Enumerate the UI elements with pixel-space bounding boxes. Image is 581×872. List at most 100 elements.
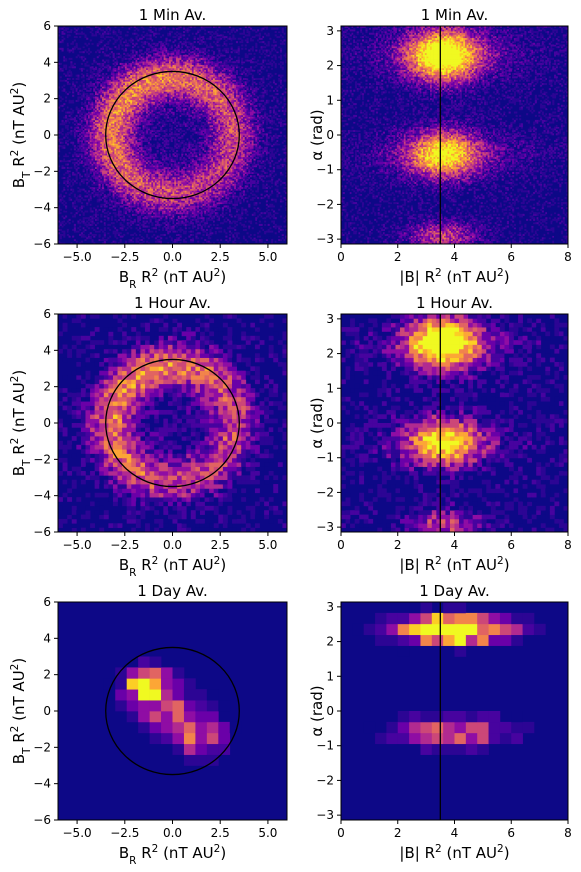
heatmap-cell (139, 109, 142, 112)
heatmap-cell (112, 86, 115, 89)
heatmap-cell (105, 175, 108, 178)
heatmap-cell (75, 163, 78, 166)
heatmap-cell (146, 145, 149, 148)
heatmap-cell (116, 232, 119, 235)
heatmap-cell (75, 158, 78, 161)
heatmap-cell (124, 146, 128, 149)
heatmap-cell (124, 93, 128, 96)
heatmap-cell (126, 207, 129, 210)
heatmap-cell (100, 81, 103, 84)
heatmap-cell (105, 101, 108, 104)
heatmap-cell (123, 123, 126, 126)
heatmap-cell (82, 121, 85, 124)
heatmap-cell (70, 141, 73, 144)
heatmap-cell (131, 148, 135, 151)
heatmap-cell (93, 171, 96, 174)
heatmap-cell (79, 118, 82, 121)
heatmap-cell (91, 42, 94, 45)
heatmap-cell (117, 195, 120, 198)
heatmap-cell (116, 181, 119, 184)
heatmap-cell (89, 233, 92, 236)
heatmap-cell (79, 27, 82, 30)
heatmap-cell (63, 235, 66, 238)
heatmap-cell (75, 44, 78, 47)
heatmap-cell (140, 197, 143, 200)
heatmap-cell (119, 126, 122, 129)
heatmap-cell (100, 161, 103, 164)
heatmap-cell (119, 41, 122, 44)
heatmap-cell (109, 180, 112, 183)
heatmap-cell (100, 193, 103, 196)
heatmap-cell (65, 114, 68, 117)
heatmap-cell (59, 195, 62, 198)
heatmap-cell (135, 192, 138, 195)
heatmap-cell (94, 116, 98, 119)
heatmap-cell (133, 88, 136, 91)
heatmap-cell (133, 59, 136, 62)
heatmap-cell (137, 61, 140, 64)
heatmap-cell (156, 238, 159, 241)
heatmap-cell (146, 153, 149, 156)
heatmap-cell (94, 197, 98, 200)
heatmap-cell (86, 168, 89, 171)
heatmap-cell (146, 163, 149, 166)
heatmap-cell (114, 151, 117, 154)
heatmap-cell (119, 128, 122, 131)
heatmap-cell (73, 185, 76, 188)
heatmap-cell (109, 124, 112, 127)
heatmap-cell (116, 145, 119, 148)
heatmap-cell (139, 183, 142, 186)
heatmap-cell (151, 89, 154, 92)
heatmap-cell (131, 207, 135, 210)
heatmap-cell (93, 72, 96, 75)
heatmap-cell (98, 168, 101, 171)
heatmap-cell (119, 138, 122, 141)
heatmap-cell (112, 155, 115, 158)
heatmap-cell (65, 135, 68, 138)
heatmap-cell (151, 227, 154, 230)
heatmap-cell (100, 36, 103, 39)
heatmap-cell (151, 205, 154, 208)
heatmap-cell (126, 195, 129, 198)
heatmap-cell (61, 133, 64, 136)
heatmap-cell (79, 180, 82, 183)
heatmap-cell (87, 237, 91, 240)
heatmap-cell (140, 203, 143, 206)
heatmap-cell (87, 146, 91, 149)
heatmap-cell (131, 51, 135, 54)
heatmap-cell (128, 225, 131, 228)
heatmap-cell (98, 160, 101, 163)
heatmap-cell (135, 126, 138, 129)
heatmap-cell (114, 186, 117, 190)
heatmap-cell (119, 143, 122, 146)
heatmap-cell (142, 111, 145, 114)
heatmap-cell (98, 150, 101, 153)
heatmap-cell (153, 170, 156, 173)
heatmap-cell (128, 91, 131, 94)
heatmap-cell (147, 79, 150, 82)
heatmap-cell (91, 114, 94, 117)
heatmap-cell (135, 83, 138, 86)
heatmap-cell (124, 103, 128, 106)
heatmap-cell (128, 165, 131, 168)
heatmap-cell (147, 64, 150, 67)
heatmap-cell (147, 165, 150, 168)
heatmap-cell (61, 143, 64, 146)
heatmap-cell (79, 113, 82, 116)
heatmap-cell (107, 101, 110, 104)
heatmap-cell (123, 215, 126, 218)
heatmap-cell (105, 76, 108, 79)
heatmap-cell (79, 153, 82, 156)
heatmap-cell (126, 146, 129, 149)
heatmap-cell (116, 69, 119, 72)
heatmap-cell (98, 230, 101, 233)
heatmap-cell (107, 129, 110, 132)
heatmap-cell (82, 116, 85, 119)
heatmap-cell (131, 140, 135, 143)
heatmap-cell (149, 81, 152, 84)
heatmap-cell (130, 217, 133, 220)
heatmap-cell (133, 190, 136, 193)
heatmap-cell (102, 145, 105, 148)
heatmap-cell (94, 150, 98, 153)
heatmap-cell (84, 99, 87, 102)
